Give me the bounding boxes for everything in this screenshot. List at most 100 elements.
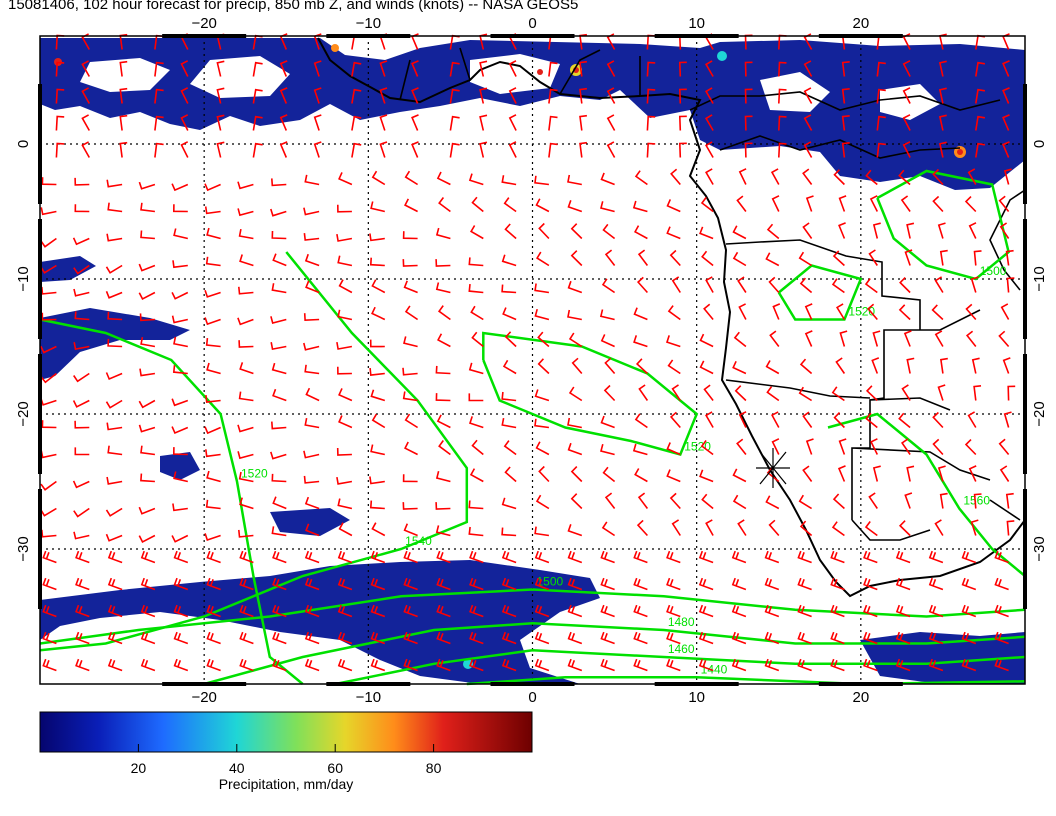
wind-barb (337, 498, 353, 510)
wind-barb (548, 115, 558, 131)
wind-barb (501, 550, 517, 564)
wind-barb (737, 276, 747, 293)
wind-barb (736, 195, 747, 212)
wind-barb (600, 443, 615, 456)
wind-barb (173, 604, 189, 618)
wind-barb (403, 523, 418, 537)
wind-barb (765, 495, 780, 510)
wind-barb (973, 385, 982, 401)
wind-barb (411, 60, 419, 77)
wind-barb (570, 250, 583, 267)
wind-barb (404, 198, 418, 213)
wind-barb (479, 114, 488, 131)
wind-barb (606, 114, 616, 131)
wind-barb (876, 61, 886, 77)
wind-barb (633, 577, 648, 591)
wind-barb (41, 529, 57, 538)
wind-barb (72, 480, 90, 489)
wind-barb (305, 387, 320, 402)
wind-barb (567, 280, 583, 294)
wind-barb (534, 526, 550, 537)
wind-barb (841, 88, 850, 104)
wind-barb (863, 577, 878, 591)
wind-barb (765, 252, 780, 267)
wind-barb (646, 115, 656, 131)
wind-barb (868, 492, 878, 509)
wind-barb (570, 466, 583, 483)
wind-barb (72, 399, 90, 408)
lat-label-left: 0 (15, 140, 32, 148)
wind-barb (138, 424, 156, 433)
wind-barb (731, 577, 747, 591)
wind-barb (732, 251, 747, 267)
wind-barb (351, 142, 362, 158)
wind-barb (732, 494, 747, 510)
wind-barb (1005, 492, 1014, 509)
wind-barb (154, 88, 164, 104)
wind-barb (107, 577, 123, 591)
wind-barb (437, 305, 451, 321)
wind-barb (744, 142, 753, 158)
wind-barb (600, 550, 615, 564)
precip-core-9 (537, 69, 543, 75)
wind-barb (939, 357, 948, 374)
wind-barb (119, 114, 128, 131)
wind-barb (468, 500, 484, 510)
wind-barb (833, 412, 845, 429)
wind-barb (272, 658, 287, 672)
wind-barb (902, 141, 911, 158)
wind-barb (600, 334, 615, 348)
wind-barb (994, 604, 1009, 618)
colorbar-ticks: 20 40 60 80 (131, 744, 442, 776)
wind-barb (570, 223, 583, 240)
colorbar-tick-label: 60 (327, 760, 343, 776)
wind-barb (895, 550, 911, 564)
wind-barb (471, 196, 484, 213)
wind-barb (171, 398, 189, 407)
wind-barb (270, 208, 287, 217)
wind-barb (107, 604, 123, 618)
wind-barb (40, 372, 57, 384)
wind-barb (635, 358, 648, 375)
wind-barb (548, 61, 558, 77)
wind-barb (205, 256, 221, 267)
wind-barb (928, 577, 944, 591)
wind-barb (994, 631, 1009, 645)
wind-barb (435, 502, 451, 510)
wind-barb (501, 284, 517, 294)
wind-barb (599, 309, 615, 321)
wind-barb (238, 286, 254, 295)
wind-barb (534, 308, 550, 321)
wind-barb (411, 141, 419, 158)
wind-barb (303, 475, 320, 484)
wind-barb (830, 577, 845, 591)
wind-barb (737, 519, 747, 536)
wind-barb (932, 195, 944, 213)
lon-label-top: 10 (688, 15, 705, 32)
wind-barb (171, 426, 189, 435)
wind-barb (107, 658, 123, 672)
wind-barb (206, 227, 221, 240)
wind-barb (501, 497, 517, 510)
wind-barb (138, 291, 156, 300)
wind-barb (632, 200, 648, 213)
wind-barb (504, 331, 517, 348)
wind-barb (449, 61, 460, 77)
wind-barb (534, 389, 550, 402)
wind-barb (379, 114, 388, 131)
wind-barb (965, 303, 977, 321)
wind-barb (804, 303, 813, 320)
wind-barb (303, 207, 320, 216)
wind-barb (369, 500, 385, 510)
wind-barb (351, 88, 362, 104)
wind-barb (1002, 60, 1010, 77)
wind-barb (534, 550, 550, 564)
wind-barb (337, 658, 353, 672)
wind-barb (105, 399, 123, 409)
wind-barb (402, 259, 418, 267)
wind-barb (968, 222, 977, 239)
wind-barb (671, 384, 681, 401)
wind-barb (272, 388, 287, 402)
colorbar-tick-label: 40 (229, 760, 245, 776)
wind-barb (370, 658, 386, 672)
